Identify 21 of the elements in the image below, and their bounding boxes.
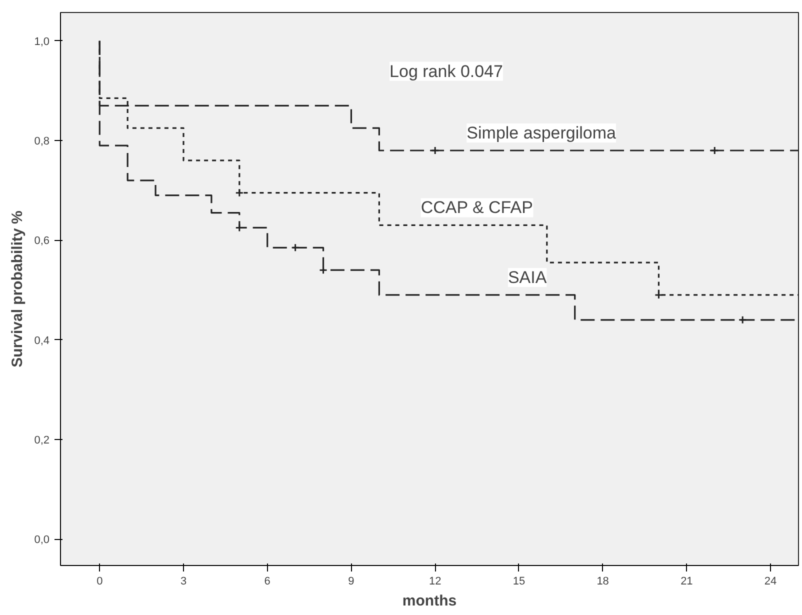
- x-axis-title: months: [402, 592, 457, 610]
- annotation: Simple aspergiloma: [466, 124, 617, 142]
- x-tick-label: 15: [512, 576, 526, 588]
- y-tick-label: 0,0: [34, 534, 50, 546]
- x-tick-label: 6: [264, 576, 270, 588]
- y-tick-label: 0,6: [34, 235, 50, 248]
- annotation: SAIA: [508, 268, 548, 287]
- y-tick-label: 0,4: [34, 334, 50, 347]
- annotation: CCAP & CFAP: [420, 198, 533, 218]
- x-tick-label: 0: [96, 576, 103, 588]
- x-tick-label: 9: [348, 576, 354, 588]
- x-tick-label: 24: [764, 576, 777, 588]
- y-tick-label: 0,2: [34, 434, 50, 446]
- y-tick-label: 0,8: [34, 136, 50, 148]
- x-tick-label: 12: [428, 576, 442, 588]
- y-axis-title: Survival probability %: [9, 210, 26, 368]
- y-tick-label: 1,0: [34, 36, 50, 48]
- annotation: Log rank 0.047: [390, 62, 503, 81]
- x-tick-label: 3: [180, 576, 187, 588]
- x-tick-label: 18: [596, 576, 609, 588]
- x-tick-label: 21: [680, 576, 693, 588]
